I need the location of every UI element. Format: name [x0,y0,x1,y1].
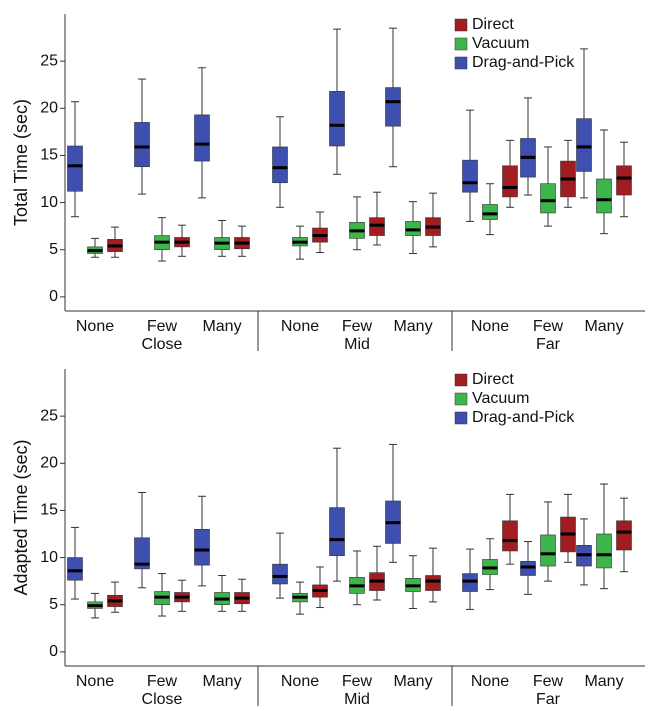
legend-swatch [454,37,468,51]
legend-label: Drag-and-Pick [472,54,575,71]
box [272,146,288,184]
box [425,575,441,591]
y-axis-label: Total Time (sec) [11,99,31,226]
y-tick-label: 15 [40,147,58,164]
box [616,520,632,551]
box [540,183,556,214]
box [482,204,498,220]
y-tick-label: 25 [40,407,58,424]
x-tick-label: Few [533,318,564,335]
y-tick-label: 25 [40,52,58,69]
legend-swatch [454,373,468,387]
x-tick-label: None [76,318,114,335]
legend-label: Direct [472,16,514,33]
group-label: Mid [344,336,370,353]
box [616,165,632,196]
box [462,159,478,193]
x-tick-label: Many [584,673,623,690]
x-tick-label: None [281,318,319,335]
group-label: Far [536,336,561,353]
box [134,122,150,168]
x-tick-label: Many [393,318,432,335]
box [194,114,210,162]
box [134,537,150,570]
y-tick-label: 5 [49,596,58,613]
box [67,557,83,581]
x-tick-label: Many [393,673,432,690]
legend-label: Drag-and-Pick [472,409,575,426]
legend-label: Vacuum [472,35,530,52]
box [67,145,83,192]
box [596,533,612,569]
box [329,91,345,147]
x-tick-label: None [281,673,319,690]
y-tick-label: 15 [40,502,58,519]
y-tick-label: 5 [49,241,58,258]
legend-swatch [454,392,468,406]
group-label: Close [142,336,183,353]
y-tick-label: 20 [40,455,58,472]
box [329,507,345,556]
x-tick-label: None [76,673,114,690]
y-axis-label: Adapted Time (sec) [11,439,31,595]
x-tick-label: Many [584,318,623,335]
x-tick-label: Many [202,673,241,690]
legend-swatch [454,18,468,32]
box [194,528,210,566]
x-tick-label: None [471,318,509,335]
legend-swatch [454,411,468,425]
box [502,165,518,198]
legend-label: Direct [472,371,514,388]
y-tick-label: 0 [49,288,58,305]
box [385,87,401,127]
legend-swatch [454,56,468,70]
y-tick-label: 20 [40,100,58,117]
y-tick-label: 0 [49,643,58,660]
x-tick-label: Few [342,318,373,335]
x-tick-label: Few [342,673,373,690]
group-label: Mid [344,691,370,708]
group-label: Close [142,691,183,708]
box [502,520,518,552]
x-tick-label: None [471,673,509,690]
box [596,178,612,214]
box [272,563,288,585]
x-tick-label: Few [533,673,564,690]
y-tick-label: 10 [40,549,58,566]
legend-label: Vacuum [472,390,530,407]
y-tick-label: 10 [40,194,58,211]
x-tick-label: Few [147,318,178,335]
x-tick-label: Many [202,318,241,335]
group-label: Far [536,691,561,708]
box [540,534,556,567]
x-tick-label: Few [147,673,178,690]
box [576,118,592,172]
